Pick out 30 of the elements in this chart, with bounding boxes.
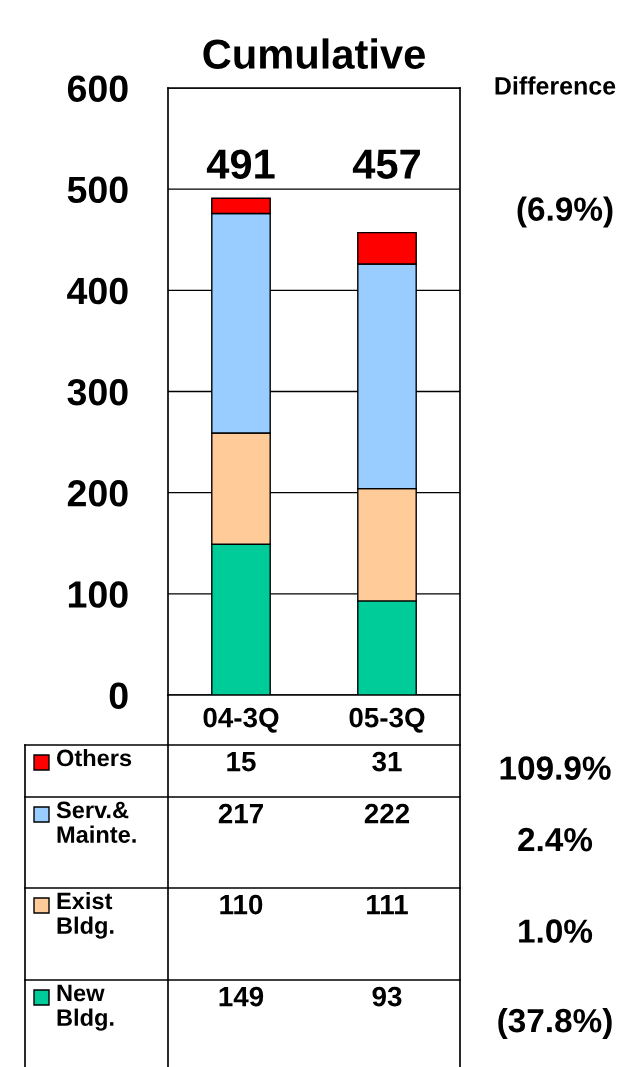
data-label: 31 [372, 751, 402, 772]
text: 109.9% [500, 756, 611, 780]
text: Difference [495, 76, 616, 95]
x-tick-label: 05-3Q [349, 707, 425, 733]
data-label: 222 [364, 803, 410, 824]
y-tick-label: 400 [67, 277, 128, 305]
text: 2.4% [518, 827, 593, 852]
legend-label: Others [56, 749, 132, 767]
y-tick-label: 100 [68, 581, 128, 608]
text: (37.8%) [498, 1007, 612, 1040]
total-label: 457 [352, 149, 420, 179]
y-tick-label: 300 [67, 378, 128, 406]
data-label: 149 [219, 986, 264, 1007]
data-label: 15 [227, 752, 256, 772]
y-tick-label: 200 [67, 480, 128, 507]
legend-label: New Bldg. [57, 984, 114, 1031]
legend-label: Serv.& Mainte. [56, 801, 136, 843]
text: (6.9%) [517, 196, 613, 228]
y-tick-label: 0 [109, 682, 128, 709]
data-label: 111 [367, 895, 408, 915]
legend-label: Exist Bldg. [57, 892, 114, 939]
y-tick-label: 600 [67, 75, 128, 102]
data-label: 93 [372, 986, 402, 1007]
y-tick-label: 500 [67, 176, 128, 204]
data-label: 110 [220, 894, 263, 915]
chart-title: Cumulative [203, 38, 425, 69]
x-tick-label: 04-3Q [203, 707, 279, 733]
total-label: 491 [206, 149, 275, 179]
data-label: 217 [218, 803, 263, 824]
text: 1.0% [519, 919, 593, 943]
